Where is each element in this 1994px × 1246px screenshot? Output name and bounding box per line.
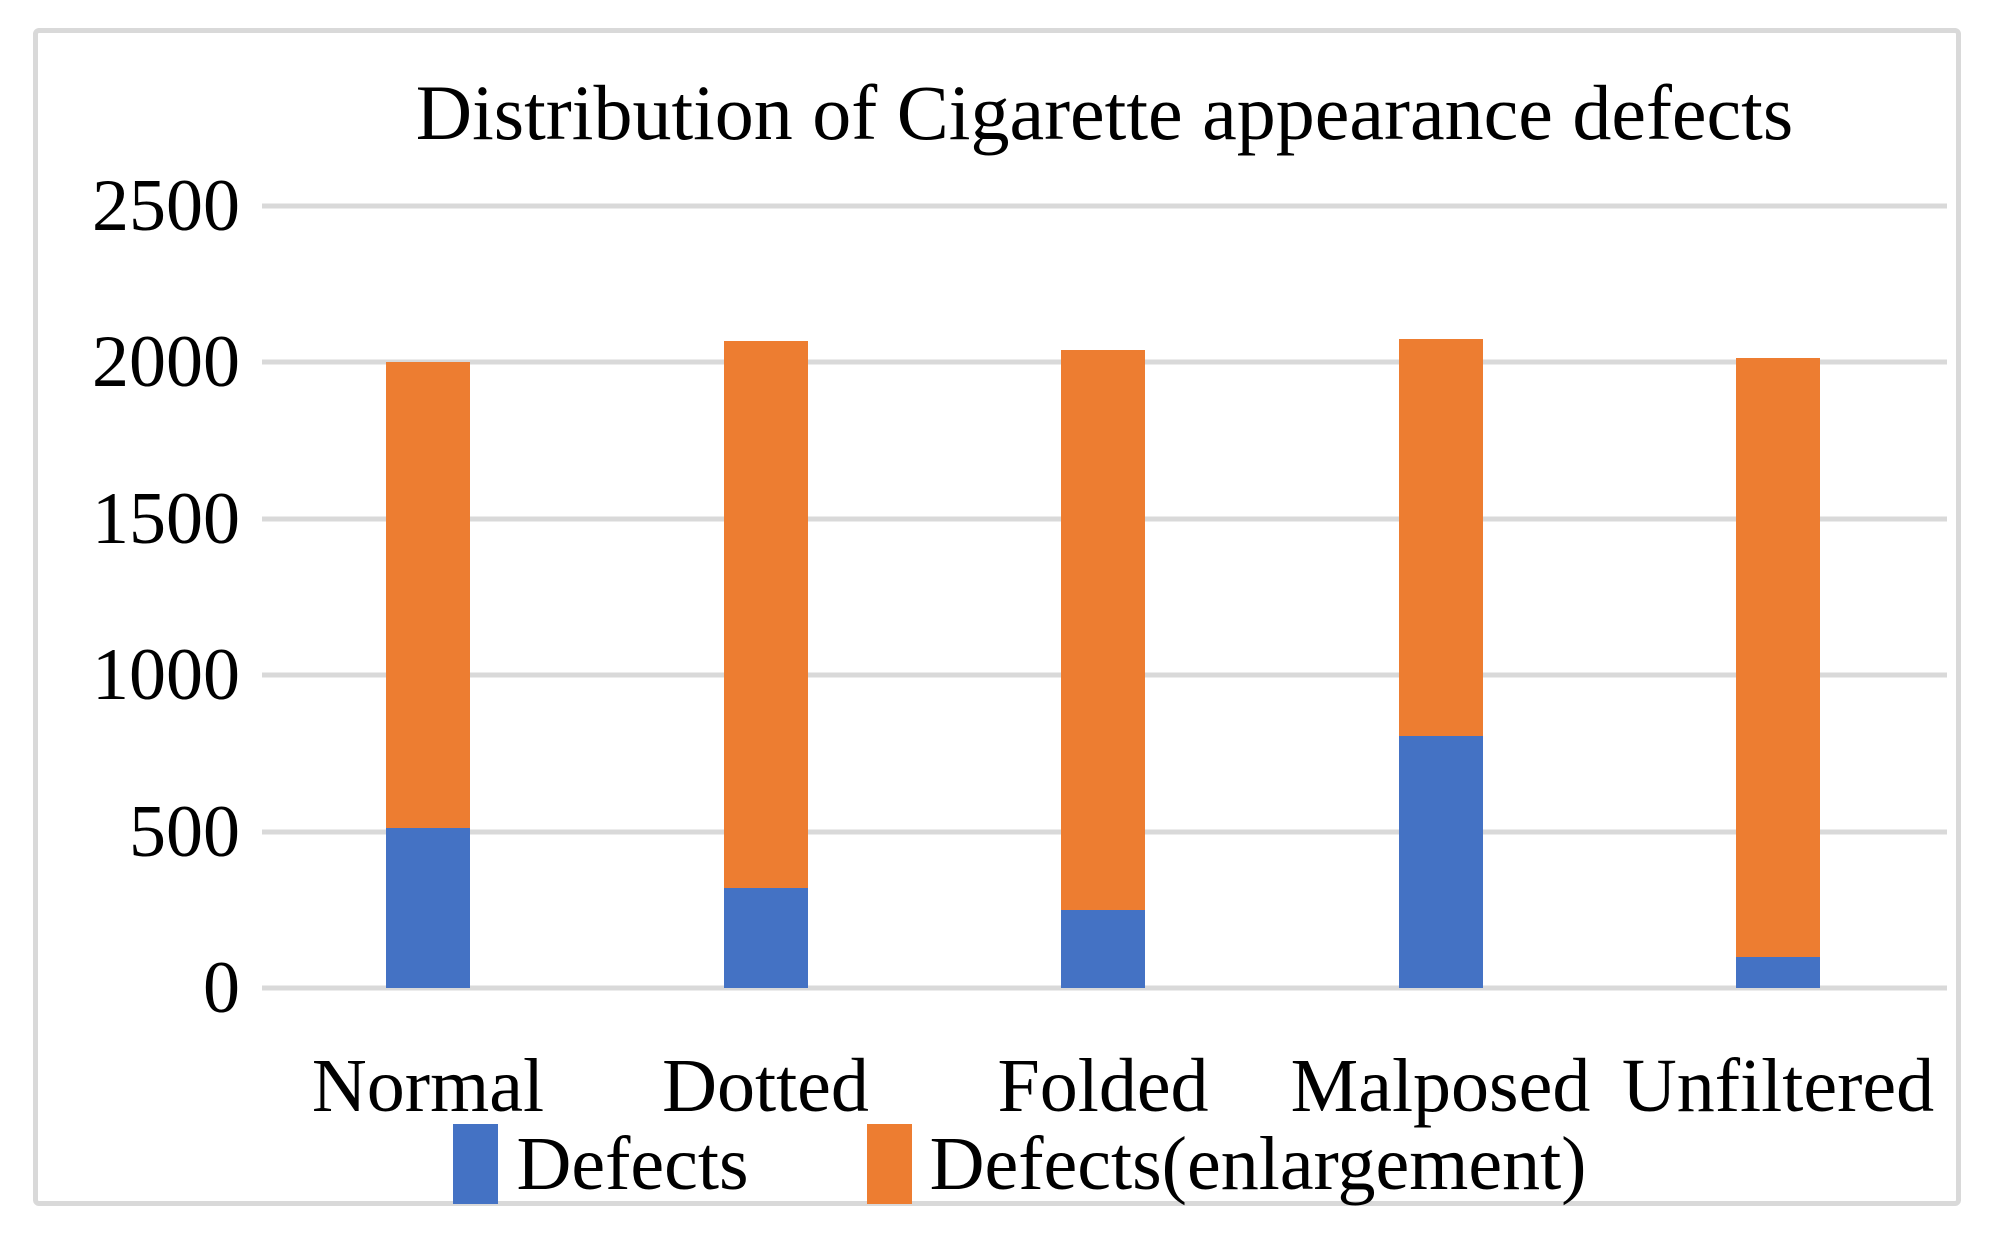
chart-frame (33, 28, 1961, 1206)
bar-segment-malposed-defects (1398, 736, 1483, 988)
bar-segment-normal-defects (386, 828, 470, 988)
bar-segment-folded-defects (1061, 909, 1145, 988)
legend-swatch-icon (866, 1124, 912, 1204)
bar-segment-normal-defects-enlargement- (386, 362, 470, 829)
y-tick-label-1500: 1500 (92, 477, 240, 560)
bar-segment-folded-defects-enlargement- (1061, 349, 1145, 910)
bar-segment-unfiltered-defects-enlargement- (1736, 357, 1820, 957)
x-tick-label-dotted: Dotted (662, 1044, 869, 1128)
legend-label: Defects (516, 1122, 749, 1206)
legend-label: Defects(enlargement) (929, 1122, 1587, 1206)
x-tick-label-folded: Folded (997, 1044, 1209, 1128)
y-tick-label-1000: 1000 (92, 634, 240, 717)
bar-segment-dotted-defects (723, 887, 808, 988)
bar-segment-malposed-defects-enlargement- (1398, 338, 1483, 737)
y-tick-label-2500: 2500 (92, 165, 240, 247)
x-tick-label-unfiltered: Unfiltered (1621, 1044, 1935, 1128)
gridline-0 (262, 985, 1947, 991)
bar-unfiltered (1736, 206, 1820, 988)
y-tick-label-0: 0 (203, 947, 240, 1029)
bar-normal (386, 206, 470, 988)
legend-swatch-icon (453, 1124, 499, 1204)
bar-dotted (723, 206, 808, 988)
legend: Defects Defects(enlargement) (262, 1124, 1778, 1204)
bar-malposed (1398, 206, 1483, 988)
legend-item-defects-enlargement-: Defects(enlargement) (866, 1122, 1587, 1206)
bar-segment-unfiltered-defects (1736, 956, 1820, 988)
legend-item-defects: Defects (453, 1122, 749, 1206)
gridline-2500 (262, 203, 1947, 209)
y-tick-label-2000: 2000 (92, 321, 240, 404)
bar-segment-dotted-defects-enlargement- (723, 340, 808, 888)
y-tick-label-500: 500 (129, 790, 240, 873)
chart-title: Distribution of Cigarette appearance def… (415, 69, 1794, 156)
x-tick-label-normal: Normal (311, 1044, 545, 1128)
bar-folded (1061, 206, 1145, 988)
x-tick-label-malposed: Malposed (1290, 1044, 1591, 1128)
plot-area (262, 203, 1947, 991)
